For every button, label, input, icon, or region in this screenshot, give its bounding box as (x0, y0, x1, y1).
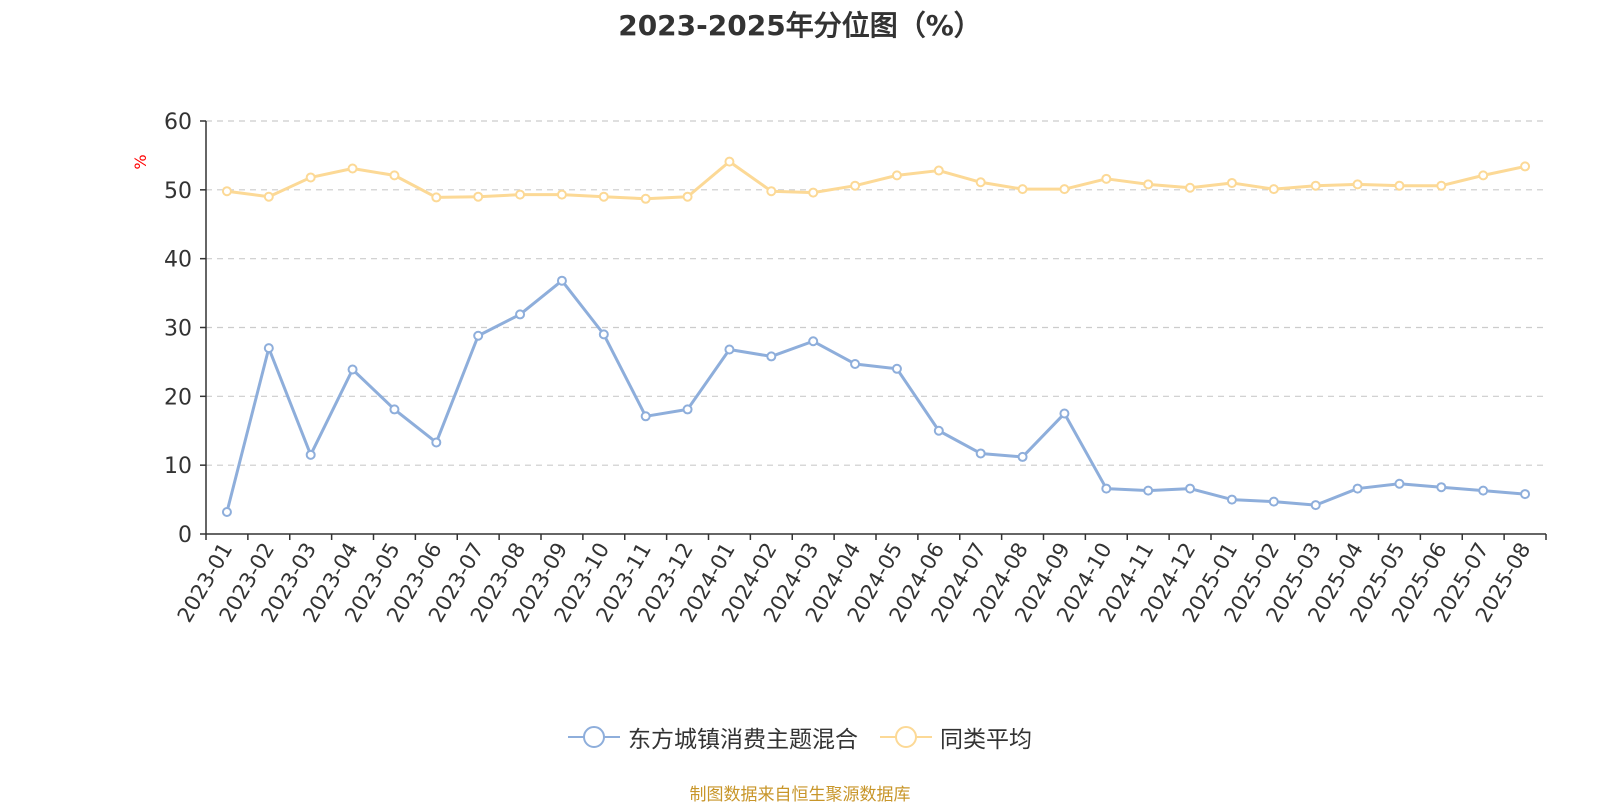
data-point[interactable] (431, 192, 442, 203)
series-lines (221, 156, 1531, 517)
data-point[interactable] (431, 437, 442, 448)
data-point[interactable] (556, 189, 567, 200)
data-point[interactable] (305, 172, 316, 183)
data-point[interactable] (724, 344, 735, 355)
legend-label-peer-average: 同类平均 (940, 727, 1032, 753)
data-point[interactable] (1185, 483, 1196, 494)
data-point[interactable] (389, 404, 400, 415)
data-point[interactable] (1185, 182, 1196, 193)
data-point[interactable] (598, 191, 609, 202)
data-point[interactable] (1226, 494, 1237, 505)
chart-title: 2023-2025年分位图（%） (618, 9, 982, 42)
data-point[interactable] (640, 193, 651, 204)
data-point[interactable] (1059, 184, 1070, 195)
data-point[interactable] (515, 189, 526, 200)
data-point[interactable] (1226, 177, 1237, 188)
data-point[interactable] (556, 275, 567, 286)
data-point[interactable] (640, 411, 651, 422)
data-point[interactable] (1310, 500, 1321, 511)
data-point[interactable] (598, 329, 609, 340)
legend-label-fund: 东方城镇消费主题混合 (628, 727, 858, 753)
data-point[interactable] (473, 191, 484, 202)
legend-item-fund[interactable]: 东方城镇消费主题混合 (568, 720, 858, 754)
y-tick-label: 20 (164, 385, 192, 410)
data-point[interactable] (347, 364, 358, 375)
data-point[interactable] (1143, 179, 1154, 190)
y-tick-label: 50 (164, 179, 192, 204)
data-point[interactable] (766, 186, 777, 197)
data-point[interactable] (1310, 180, 1321, 191)
data-point[interactable] (766, 351, 777, 362)
data-point[interactable] (221, 186, 232, 197)
data-point[interactable] (808, 187, 819, 198)
legend: 东方城镇消费主题混合 同类平均 (0, 720, 1600, 754)
series-line (225, 279, 1526, 513)
data-point[interactable] (347, 163, 358, 174)
data-point[interactable] (1520, 161, 1531, 172)
data-point[interactable] (1059, 408, 1070, 419)
data-point[interactable] (221, 506, 232, 517)
y-tick-label: 0 (178, 523, 192, 548)
data-point[interactable] (975, 448, 986, 459)
data-point[interactable] (682, 404, 693, 415)
data-point[interactable] (1017, 184, 1028, 195)
series-line (226, 160, 1526, 201)
data-point[interactable] (1268, 184, 1279, 195)
y-axis-label: % (131, 154, 150, 169)
legend-swatch-fund-icon (568, 726, 620, 748)
data-point[interactable] (891, 363, 902, 374)
data-point[interactable] (682, 191, 693, 202)
data-point[interactable] (389, 170, 400, 181)
data-point[interactable] (850, 358, 861, 369)
grid-lines (206, 120, 1546, 466)
data-point[interactable] (1478, 170, 1489, 181)
data-point[interactable] (1436, 180, 1447, 191)
data-point[interactable] (305, 449, 316, 460)
data-point[interactable] (808, 336, 819, 347)
source-note: 制图数据来自恒生聚源数据库 (689, 785, 911, 805)
data-point[interactable] (1394, 180, 1405, 191)
y-tick-label: 10 (164, 454, 192, 479)
data-point[interactable] (1017, 451, 1028, 462)
data-point[interactable] (933, 165, 944, 176)
y-tick-label: 40 (164, 248, 192, 273)
data-point[interactable] (1101, 173, 1112, 184)
data-point[interactable] (850, 180, 861, 191)
data-point[interactable] (1520, 489, 1531, 500)
series-1 (221, 156, 1531, 204)
data-point[interactable] (933, 425, 944, 436)
data-point[interactable] (975, 177, 986, 188)
data-point[interactable] (473, 330, 484, 341)
y-tick-label: 30 (164, 317, 192, 342)
data-point[interactable] (1436, 482, 1447, 493)
series-0 (221, 275, 1531, 517)
data-point[interactable] (1101, 483, 1112, 494)
y-tick-label: 60 (164, 110, 192, 135)
legend-swatch-peer-average-icon (880, 726, 932, 748)
data-point[interactable] (1394, 478, 1405, 489)
data-point[interactable] (1352, 483, 1363, 494)
data-point[interactable] (1143, 485, 1154, 496)
data-point[interactable] (891, 170, 902, 181)
data-point[interactable] (724, 156, 735, 167)
data-point[interactable] (1268, 496, 1279, 507)
data-point[interactable] (515, 309, 526, 320)
data-point[interactable] (1478, 485, 1489, 496)
data-point[interactable] (1352, 179, 1363, 190)
data-point[interactable] (263, 343, 274, 354)
data-point[interactable] (263, 191, 274, 202)
legend-item-peer-average[interactable]: 同类平均 (880, 720, 1032, 754)
